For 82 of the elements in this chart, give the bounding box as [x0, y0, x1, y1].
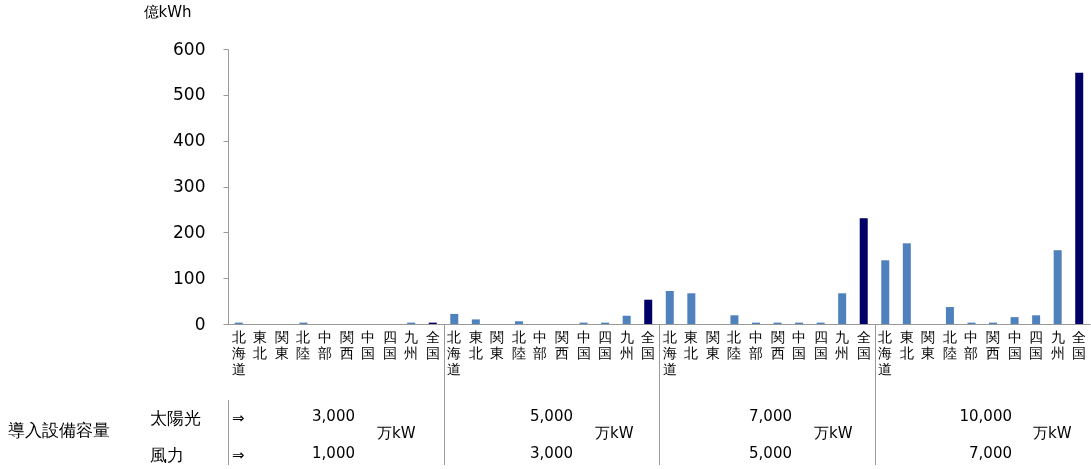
- bar: [471, 319, 480, 324]
- bar: [644, 299, 653, 324]
- x-tick-label: 全国: [641, 328, 656, 361]
- x-tick-label: 九州: [835, 328, 850, 361]
- y-tick-label: 300: [173, 176, 206, 196]
- y-tick-label: 400: [173, 130, 206, 151]
- x-tick-label: 関東: [921, 328, 936, 361]
- text: 万kW: [377, 424, 416, 442]
- text: 7,000: [969, 444, 1012, 462]
- x-tick-label: 北陸: [296, 328, 311, 361]
- x-tick-label: 北海道: [878, 328, 893, 377]
- x-tick-label: 四国: [813, 328, 828, 361]
- text: 万kW: [814, 424, 853, 442]
- bar: [859, 218, 868, 324]
- x-tick-label: 中部: [533, 328, 548, 361]
- bar: [881, 260, 890, 324]
- bar: [945, 307, 954, 324]
- x-tick-label: 東北: [684, 328, 699, 361]
- bar: [622, 315, 631, 324]
- bar: [730, 315, 739, 324]
- text: 1,000: [312, 444, 355, 462]
- x-tick-label: 北陸: [942, 328, 957, 361]
- y-tick-label: 100: [173, 267, 206, 288]
- text: ⇒: [232, 446, 245, 464]
- bar: [450, 313, 459, 324]
- text: 3,000: [530, 444, 573, 462]
- x-tick-label: 関東: [705, 328, 720, 361]
- y-tick-label: 600: [173, 38, 206, 59]
- x-tick-label: 四国: [382, 328, 397, 361]
- x-tick-label: 四国: [1029, 328, 1044, 361]
- bar: [1010, 317, 1019, 324]
- text: ⇒: [232, 409, 245, 427]
- text: 太陽光: [150, 408, 201, 428]
- x-tick-label: 関西: [770, 328, 785, 361]
- bar: [514, 321, 523, 324]
- bar: [1053, 250, 1062, 324]
- x-tick-label: 北海道: [662, 328, 677, 377]
- x-tick-label: 関東: [274, 328, 289, 361]
- x-tick-label: 北陸: [727, 328, 742, 361]
- y-tick-label: 0: [194, 313, 206, 334]
- x-tick-label: 四国: [598, 328, 613, 361]
- text: 万kW: [595, 424, 634, 442]
- text: 5,000: [530, 407, 573, 425]
- y-axis-title: 億kWh: [143, 2, 192, 21]
- x-tick-label: 北陸: [511, 328, 526, 361]
- x-tick-label: 九州: [1050, 328, 1065, 361]
- x-tick-label: 関東: [490, 328, 505, 361]
- x-tick-label: 中部: [317, 328, 332, 361]
- y-tick-label: 500: [173, 84, 206, 105]
- x-tick-label: 九州: [619, 328, 634, 361]
- text: 5,000: [749, 444, 792, 462]
- x-tick-label: 中国: [361, 328, 376, 361]
- bar: [902, 243, 911, 324]
- text: 万kW: [1033, 424, 1072, 442]
- bar: [665, 291, 674, 324]
- bar: [1075, 72, 1084, 324]
- bar: [1032, 315, 1041, 324]
- x-tick-label: 北海道: [447, 328, 462, 377]
- x-tick-label: 全国: [425, 328, 440, 361]
- text: 10,000: [959, 407, 1012, 425]
- x-tick-label: 関西: [986, 328, 1001, 361]
- x-tick-label: 中国: [1007, 328, 1022, 361]
- x-tick-label: 全国: [856, 328, 871, 361]
- y-tick-label: 200: [173, 221, 206, 242]
- text: 7,000: [749, 407, 792, 425]
- x-tick-label: 関西: [555, 328, 570, 361]
- text: 風力: [150, 445, 184, 465]
- x-tick-label: 関西: [339, 328, 354, 361]
- x-tick-label: 全国: [1072, 328, 1087, 361]
- x-tick-label: 東北: [253, 328, 268, 361]
- bar: [838, 293, 847, 324]
- x-tick-label: 北海道: [231, 328, 246, 377]
- x-tick-label: 中国: [576, 328, 591, 361]
- bar: [687, 293, 696, 324]
- x-tick-label: 東北: [468, 328, 483, 361]
- text: 3,000: [312, 407, 355, 425]
- x-tick-label: 中国: [792, 328, 807, 361]
- text: 導入設備容量: [8, 420, 110, 440]
- x-tick-label: 中部: [964, 328, 979, 361]
- x-tick-label: 東北: [899, 328, 914, 361]
- x-tick-label: 九州: [404, 328, 419, 361]
- x-tick-label: 中部: [748, 328, 763, 361]
